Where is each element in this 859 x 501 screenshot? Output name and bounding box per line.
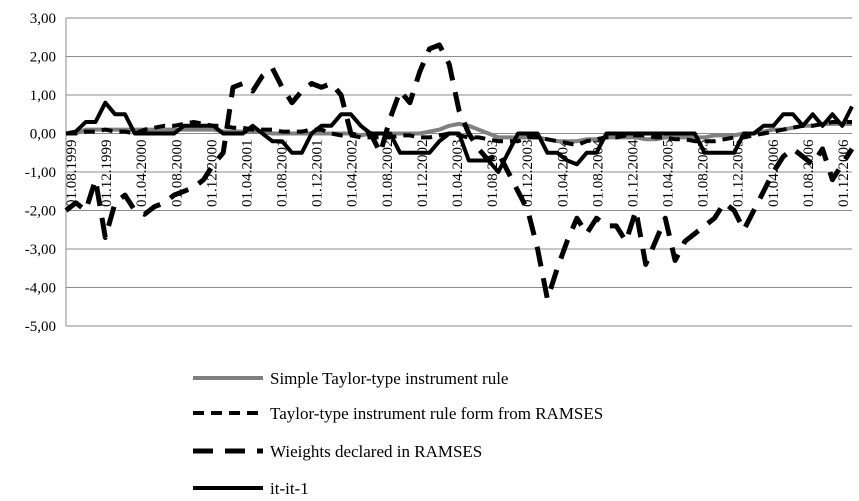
x-tick-label: 01.04.2003 [450,140,466,208]
legend-label-3: Wieights declared in RAMSES [270,442,482,461]
series-line-4 [65,100,854,174]
x-tick-label: 01.08.2002 [380,140,396,208]
x-tick-label: 01.08.2001 [275,140,291,208]
x-tick-label: 01.04.2000 [134,140,150,208]
y-tick-label: -5,00 [25,319,56,335]
x-tick-label: 01.04.2002 [345,140,361,208]
x-tick-label: 01.04.2005 [661,140,677,208]
x-axis-ticks: 01.08.1999 01.12.1999 01.04.2000 01.08.2000… [64,139,852,207]
x-tick-label: 01.08.2006 [801,139,817,207]
y-axis-ticks: 3,00 2,00 1,00 0,00 -1,00 -2,00 -3,00 -4,00 -5,0… [25,11,56,335]
legend-label-1: Simple Taylor-type instrument rule [270,369,508,388]
y-tick-label: 2,00 [30,50,56,66]
x-tick-label: 01.12.2002 [415,140,431,208]
x-tick-label: 01.08.2005 [696,140,712,208]
x-tick-label: 01.08.1999 [64,140,80,208]
legend-label-2: Taylor-type instrument rule form from RA… [270,404,603,423]
x-tick-label: 01.12.2000 [204,140,220,208]
x-tick-label: 01.04.2006 [766,139,782,207]
y-tick-label: 0,00 [30,127,56,143]
x-tick-label: 01.12.1999 [99,140,115,208]
x-tick-label: 01.08.2004 [590,139,606,207]
x-tick-label: 01.12.2004 [625,139,641,207]
legend-label-4: it-it-1 [270,479,309,498]
y-tick-label: 1,00 [30,88,56,104]
x-tick-label: 01.04.2001 [239,140,255,208]
x-tick-label: 01.12.2001 [310,140,326,208]
x-tick-label: 01.08.2003 [485,140,501,208]
plot-series [64,42,855,302]
series-line-3 [64,42,855,302]
y-tick-label: 3,00 [30,11,56,27]
y-tick-label: -2,00 [25,204,56,220]
y-tick-label: -4,00 [25,281,56,297]
y-tick-label: -1,00 [25,165,56,181]
legend: Simple Taylor-type instrument rule Taylor… [193,369,603,498]
x-tick-label: 01.12.2005 [731,140,747,208]
series-line-1 [66,121,852,144]
x-tick-label: 01.04.2004 [555,139,571,207]
grid-lines [65,17,852,327]
y-tick-label: -3,00 [25,242,56,258]
x-tick-label: 01.12.2003 [520,140,536,208]
